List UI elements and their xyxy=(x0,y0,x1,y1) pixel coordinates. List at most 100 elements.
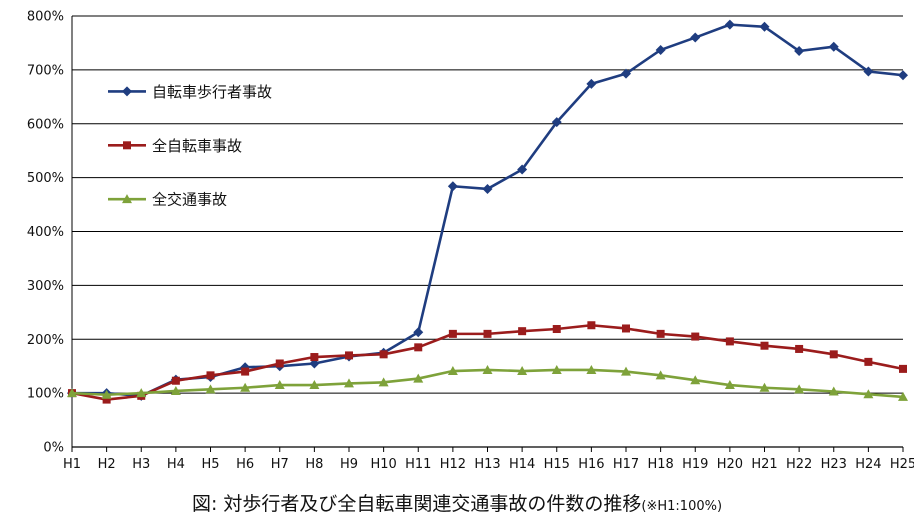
data-point xyxy=(379,350,388,359)
data-point xyxy=(413,373,424,383)
y-tick-label: 100% xyxy=(27,387,64,402)
x-tick-label: H13 xyxy=(474,457,500,472)
data-point xyxy=(413,327,424,338)
x-tick-label: H8 xyxy=(305,457,323,472)
y-tick-label: 400% xyxy=(27,225,64,240)
data-point xyxy=(863,389,874,399)
data-point xyxy=(899,364,907,373)
data-point xyxy=(241,367,250,376)
data-point xyxy=(67,388,77,398)
data-point xyxy=(123,141,131,150)
data-point xyxy=(655,44,666,55)
y-tick-label: 200% xyxy=(27,333,64,348)
data-point xyxy=(517,164,528,175)
data-point xyxy=(275,359,284,368)
data-point xyxy=(345,351,353,360)
series-3 xyxy=(67,364,908,401)
data-point xyxy=(829,350,838,359)
data-point xyxy=(794,46,805,57)
x-tick-label: H5 xyxy=(201,457,219,472)
data-point xyxy=(344,378,354,388)
series-group xyxy=(67,19,908,404)
data-point xyxy=(552,325,561,334)
data-point xyxy=(206,371,215,380)
x-tick-label: H21 xyxy=(751,457,777,472)
data-point xyxy=(656,329,665,338)
x-tick-label: H11 xyxy=(405,457,431,472)
data-point xyxy=(309,380,320,390)
data-point xyxy=(864,357,873,366)
line-chart: 0%100%200%300%400%500%600%700%800% H1 H2 H… xyxy=(27,10,914,473)
legend-entry-2: 全自転車事故 xyxy=(106,133,322,158)
data-point xyxy=(483,329,492,338)
data-point xyxy=(447,366,458,376)
data-point xyxy=(586,78,597,89)
x-tick-label: H10 xyxy=(370,457,396,472)
y-tick-label: 500% xyxy=(27,171,64,186)
x-tick-label: H22 xyxy=(786,457,812,472)
data-point xyxy=(898,70,908,81)
data-point xyxy=(586,364,597,374)
data-point xyxy=(622,324,630,333)
x-tick-label: H4 xyxy=(167,457,185,472)
data-point xyxy=(898,391,908,401)
data-point xyxy=(310,353,319,362)
figure-caption: 図: 対歩行者及び全自転車関連交通事故の件数の推移(※H1:100%) xyxy=(0,489,914,516)
y-axis: 0% 100% 200% 300% 400% 500% 600% 700% 800% xyxy=(27,10,73,456)
x-tick-label: H17 xyxy=(613,457,639,472)
x-tick-label: H2 xyxy=(98,457,116,472)
legend-entry-1: 自転車歩行者事故 xyxy=(106,79,322,104)
legend-label: 全自転車事故 xyxy=(152,137,242,155)
caption-main: 図: 対歩行者及び全自転車関連交通事故の件数の推移 xyxy=(191,493,642,515)
data-point xyxy=(170,385,181,395)
x-tick-label: H24 xyxy=(855,457,881,472)
data-point xyxy=(136,388,147,398)
x-tick-label: H3 xyxy=(132,457,150,472)
data-point xyxy=(447,181,458,192)
data-point xyxy=(725,337,734,346)
data-point xyxy=(274,380,285,390)
data-point xyxy=(551,364,562,374)
x-tick-label: H18 xyxy=(647,457,673,472)
data-point xyxy=(690,32,701,43)
data-point xyxy=(171,376,180,385)
data-point xyxy=(621,68,631,79)
data-point xyxy=(122,194,132,204)
x-tick-label: H12 xyxy=(440,457,466,472)
legend-label: 自転車歩行者事故 xyxy=(152,83,272,101)
data-point xyxy=(482,364,493,374)
data-point xyxy=(759,382,770,392)
legend-entry-3: 全交通事故 xyxy=(106,187,322,212)
series-2 xyxy=(68,321,907,404)
x-tick-label: H6 xyxy=(236,457,254,472)
data-point xyxy=(414,343,423,352)
data-point xyxy=(518,327,527,336)
y-tick-label: 300% xyxy=(27,279,64,294)
data-point xyxy=(102,395,111,404)
data-point xyxy=(795,344,804,353)
x-tick-label: H19 xyxy=(682,457,708,472)
data-point xyxy=(448,329,457,338)
data-point xyxy=(240,382,251,392)
data-point xyxy=(828,41,839,52)
x-tick-label: H7 xyxy=(271,457,289,472)
data-point xyxy=(724,380,735,390)
data-point xyxy=(587,321,596,330)
y-tick-label: 700% xyxy=(27,63,64,78)
y-tick-label: 600% xyxy=(27,117,64,132)
data-point xyxy=(101,389,112,399)
data-point xyxy=(828,386,839,396)
data-point xyxy=(122,86,132,97)
data-point xyxy=(724,19,735,30)
x-tick-label: H15 xyxy=(544,457,570,472)
x-axis: H1 H2 H3 H4 H5 H6 H7 H8 H9 H10 H11 H12 H13 H14 H15 H16 H… xyxy=(63,447,914,472)
data-point xyxy=(691,332,700,341)
data-point xyxy=(760,341,769,350)
x-tick-label: H25 xyxy=(890,457,914,472)
x-tick-label: H16 xyxy=(578,457,604,472)
data-point xyxy=(655,370,666,380)
data-point xyxy=(205,384,216,394)
x-tick-label: H9 xyxy=(340,457,358,472)
caption-note: (※H1:100%) xyxy=(641,499,723,514)
